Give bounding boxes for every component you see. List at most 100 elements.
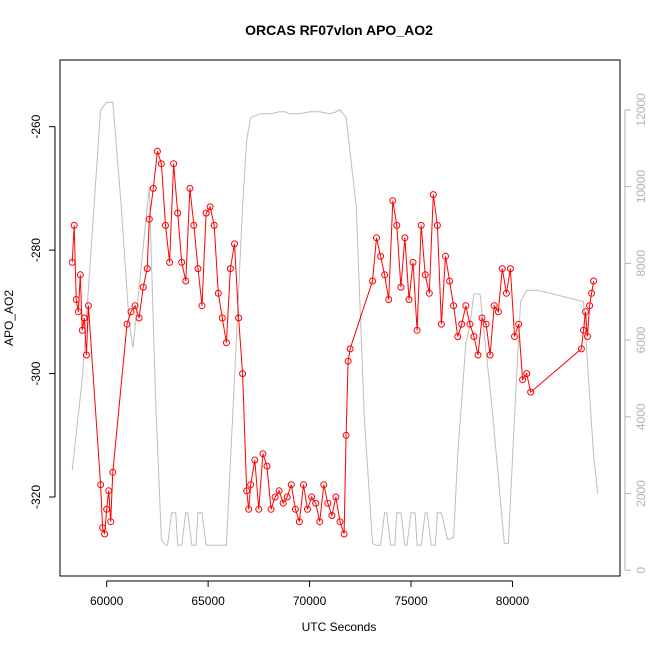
series-point-apo <box>123 320 131 328</box>
series-point-apo <box>417 221 425 229</box>
series-point-apo <box>135 314 143 322</box>
series-point-apo <box>109 468 117 476</box>
series-point-apo <box>523 370 531 378</box>
series-point-apo <box>577 345 585 353</box>
series-point-apo <box>397 283 405 291</box>
x-axis: 60000 65000 70000 75000 80000 <box>90 580 530 608</box>
series-point-apo <box>332 493 340 501</box>
series-point-apo <box>99 524 107 532</box>
series-point-apo <box>166 258 174 266</box>
series-point-apo <box>389 197 397 205</box>
series-point-apo <box>145 215 153 223</box>
series-point-apo <box>506 265 514 273</box>
series-point-apo <box>194 265 202 273</box>
series-line-altitude <box>71 101 599 546</box>
series-point-apo <box>267 505 275 513</box>
x-tick-label: 75000 <box>394 594 428 608</box>
series-point-apo <box>143 265 151 273</box>
series-point-apo <box>162 221 169 229</box>
y-axis-label: APO_AO2 <box>2 290 16 346</box>
series-point-apo <box>446 277 454 285</box>
series-point-apo <box>245 505 253 513</box>
series-point-apo <box>170 160 178 168</box>
series-point-apo <box>149 184 157 192</box>
series-point-apo <box>580 326 587 334</box>
series-point-apo <box>316 518 324 526</box>
series-point-apo <box>320 481 328 489</box>
chart-title: ORCAS RF07vlon APO_AO2 <box>245 22 433 38</box>
series-point-apo <box>263 462 271 470</box>
series-point-apo <box>300 481 307 489</box>
series-point-apo <box>84 302 92 310</box>
series-point-apo <box>255 505 263 513</box>
series-point-apo <box>239 370 247 378</box>
series-point-apo <box>409 258 417 266</box>
series-point-apo <box>342 431 350 439</box>
series-point-apo <box>328 512 336 519</box>
series-point-apo <box>494 308 502 316</box>
series-point-apo <box>324 499 332 507</box>
series-point-apo <box>182 277 190 285</box>
x-tick-label: 80000 <box>496 594 530 608</box>
series-point-apo <box>304 505 311 513</box>
series-point-apo <box>271 493 279 501</box>
series-point-apo <box>222 339 230 347</box>
plot-frame <box>59 59 621 577</box>
series-point-apo <box>586 302 594 310</box>
series-point-apo <box>70 221 78 229</box>
series-point-apo <box>279 499 287 507</box>
series-point-apo <box>198 302 206 310</box>
series-point-apo <box>190 221 198 229</box>
series-point-apo <box>308 493 316 501</box>
series-point-apo <box>72 296 80 303</box>
series-point-apo <box>377 252 385 260</box>
x-axis-label: UTC Seconds <box>302 620 377 634</box>
series-point-apo <box>76 271 84 279</box>
series-point-apo <box>502 289 510 297</box>
y-tick-label: -320 <box>29 485 43 509</box>
series-point-apo <box>82 351 90 359</box>
series-point-apo <box>107 518 115 526</box>
series-point-apo <box>231 240 238 248</box>
y2-tick-label: 8000 <box>634 250 648 277</box>
series-point-apo <box>458 320 466 328</box>
series-point-apo <box>442 252 449 260</box>
series-point-apo <box>486 351 494 359</box>
y-axis: -320 -300 -280 -260 <box>29 114 56 509</box>
series-point-apo <box>393 221 401 229</box>
series-point-apo <box>243 487 251 495</box>
y2-tick-label: 0 <box>634 567 648 574</box>
y-tick-label: -300 <box>29 361 43 385</box>
series-point-apo <box>251 456 259 464</box>
series-point-apo <box>202 209 210 217</box>
series-point-apo <box>527 388 535 396</box>
series-point-apo <box>369 277 376 285</box>
series-point-apo <box>344 357 352 365</box>
series-point-apo <box>470 333 478 340</box>
series-point-apo <box>381 271 389 279</box>
series-point-apo <box>105 487 113 495</box>
series-point-apo <box>340 530 348 538</box>
series-point-apo <box>584 333 591 340</box>
series-point-apo <box>425 289 433 297</box>
series-point-apo <box>186 184 194 192</box>
series-point-apo <box>178 258 186 266</box>
series-point-apo <box>413 326 421 334</box>
series-point-apo <box>127 308 135 316</box>
series-point-apo <box>515 320 523 328</box>
series-point-apo <box>247 481 255 489</box>
series-point-apo <box>454 333 462 340</box>
series-point-apo <box>336 518 344 526</box>
series-point-apo <box>582 308 589 316</box>
series-point-apo <box>511 333 518 340</box>
series-point-apo <box>206 203 214 211</box>
series-point-apo <box>80 314 88 322</box>
y2-axis: 0 2000 4000 6000 8000 10000 12000 <box>624 93 648 574</box>
series-point-apo <box>401 234 409 242</box>
series-point-apo <box>312 499 320 507</box>
series-point-apo <box>421 271 429 279</box>
series-point-apo <box>235 314 243 322</box>
y2-tick-label: 4000 <box>634 403 648 430</box>
